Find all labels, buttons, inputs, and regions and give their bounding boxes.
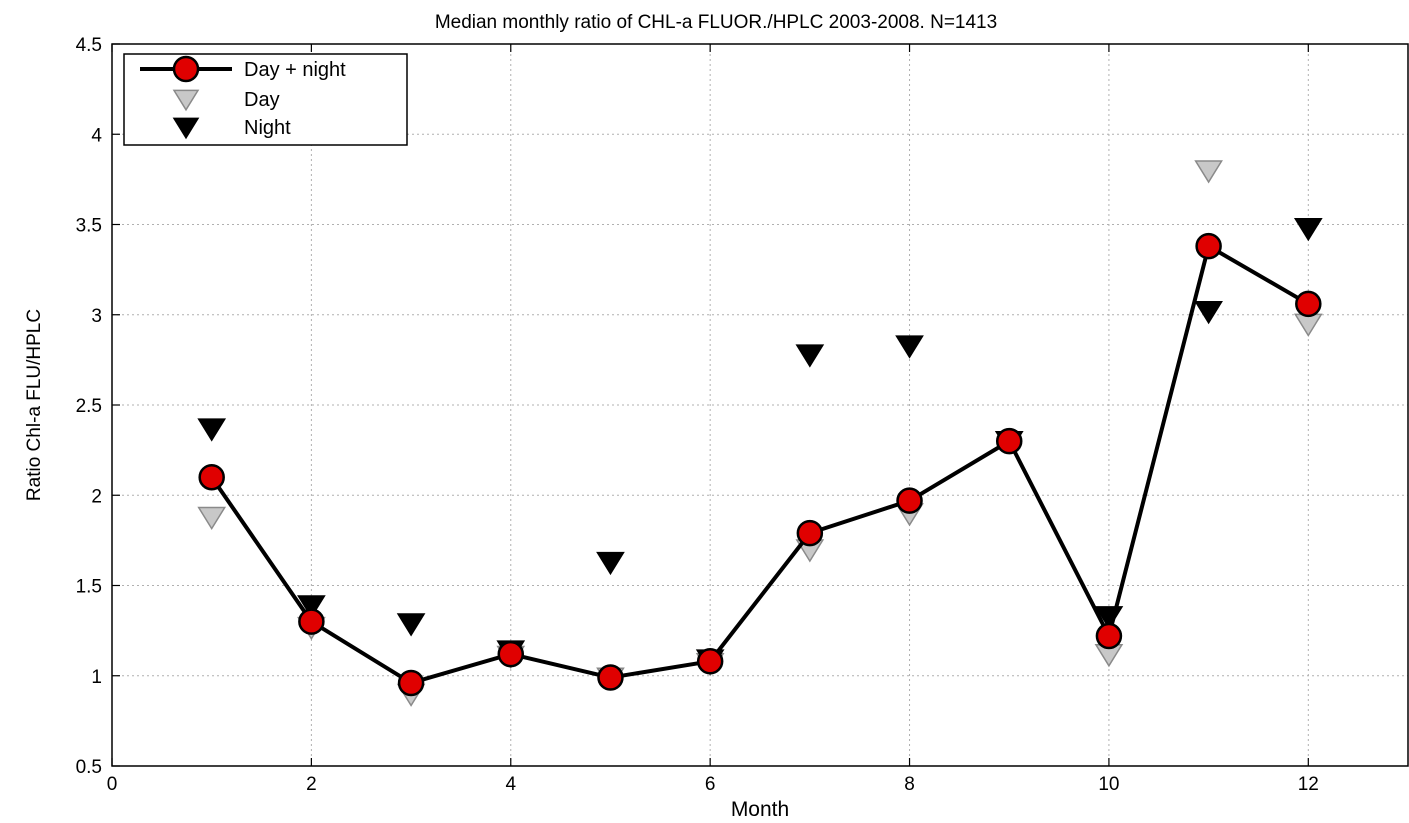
series-day <box>197 160 1323 707</box>
data-point-day-night <box>1095 622 1123 650</box>
data-point-day <box>1293 313 1323 337</box>
x-tick-label: 6 <box>705 774 716 795</box>
series-line-day-night <box>210 244 1310 685</box>
data-point-day-night <box>1295 290 1322 318</box>
legend-marker <box>172 117 200 140</box>
y-tick-label: 0.5 <box>76 757 102 778</box>
data-point-day-night <box>796 519 824 547</box>
legend-item-day: Day <box>172 89 280 112</box>
legend-marker <box>172 89 200 112</box>
data-point-day <box>197 506 227 531</box>
x-tick-label: 10 <box>1098 774 1119 795</box>
y-tick-label: 1 <box>91 667 102 688</box>
data-point-night <box>596 551 625 576</box>
data-point-night <box>795 344 825 368</box>
axis-ticks: 0 2 4 6 8 10 12 0.5 1 1.5 2 2.5 3 3.5 4 4.5 <box>76 35 1319 795</box>
legend-marker <box>172 55 200 83</box>
data-point-day-night <box>696 648 724 675</box>
data-point-day-night <box>497 640 525 668</box>
data-point-day-night <box>298 608 325 635</box>
data-point-night <box>1293 218 1323 242</box>
legend: Day + night Day Night <box>123 53 408 146</box>
series-day-night <box>198 232 1322 697</box>
y-tick-label: 4.5 <box>76 35 102 56</box>
legend-label: Night <box>244 117 291 139</box>
data-point-day-night <box>397 669 425 697</box>
x-axis-label: Month <box>731 798 789 821</box>
y-tick-label: 2 <box>91 486 102 507</box>
data-point-night <box>1194 301 1223 325</box>
data-point-night <box>197 418 227 442</box>
legend-item-day-night: Day + night <box>140 55 346 83</box>
y-tick-label: 2.5 <box>76 396 102 417</box>
data-point-night <box>396 613 426 637</box>
series-night <box>197 218 1323 673</box>
x-tick-label: 2 <box>306 774 317 795</box>
y-tick-label: 1.5 <box>76 577 102 598</box>
x-tick-label: 4 <box>505 774 516 795</box>
series-layer <box>197 160 1323 707</box>
y-tick-label: 4 <box>91 125 102 146</box>
data-point-day-night <box>1195 232 1222 260</box>
x-tick-label: 0 <box>107 774 118 795</box>
legend-item-night: Night <box>172 117 291 140</box>
y-tick-label: 3 <box>91 306 102 327</box>
data-point-night <box>297 595 326 619</box>
x-tick-label: 12 <box>1298 774 1319 795</box>
data-point-day-night <box>896 487 923 514</box>
data-point-day-night <box>995 427 1023 455</box>
x-tick-label: 8 <box>904 774 915 795</box>
legend-label: Day <box>244 89 280 111</box>
y-tick-label: 3.5 <box>76 216 102 237</box>
legend-label: Day + night <box>244 59 346 81</box>
data-point-day-night <box>198 463 225 491</box>
chart-title: Median monthly ratio of CHL-a FLUOR./HPL… <box>435 12 997 33</box>
data-point-night <box>895 335 924 359</box>
y-axis-label: Ratio Chl-a FLU/HPLC <box>24 309 45 501</box>
data-point-day <box>1194 160 1223 184</box>
data-point-day-night <box>597 664 624 691</box>
grid <box>112 44 1408 766</box>
